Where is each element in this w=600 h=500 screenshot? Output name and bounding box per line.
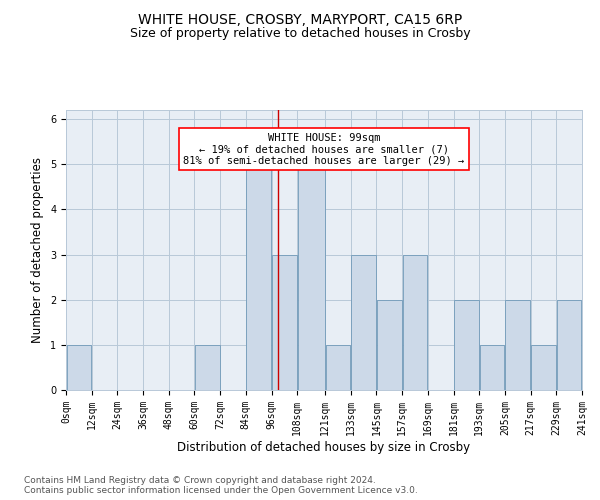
Text: WHITE HOUSE: 99sqm
← 19% of detached houses are smaller (7)
81% of semi-detached: WHITE HOUSE: 99sqm ← 19% of detached hou… [184, 132, 464, 166]
Text: Contains HM Land Registry data © Crown copyright and database right 2024.
Contai: Contains HM Land Registry data © Crown c… [24, 476, 418, 495]
X-axis label: Distribution of detached houses by size in Crosby: Distribution of detached houses by size … [178, 440, 470, 454]
Y-axis label: Number of detached properties: Number of detached properties [31, 157, 44, 343]
Bar [351, 254, 376, 390]
Bar [403, 254, 427, 390]
Bar [272, 254, 297, 390]
Bar [531, 345, 556, 390]
Bar [377, 300, 401, 390]
Bar [195, 345, 220, 390]
Bar [67, 345, 91, 390]
Bar [247, 164, 271, 390]
Bar [505, 300, 530, 390]
Bar [454, 300, 479, 390]
Bar [326, 345, 350, 390]
Text: Size of property relative to detached houses in Crosby: Size of property relative to detached ho… [130, 28, 470, 40]
Bar [557, 300, 581, 390]
Bar [298, 164, 325, 390]
Bar [480, 345, 505, 390]
Text: WHITE HOUSE, CROSBY, MARYPORT, CA15 6RP: WHITE HOUSE, CROSBY, MARYPORT, CA15 6RP [138, 12, 462, 26]
